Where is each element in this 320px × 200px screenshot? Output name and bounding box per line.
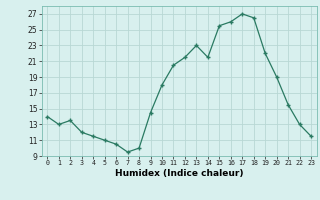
X-axis label: Humidex (Indice chaleur): Humidex (Indice chaleur) [115, 169, 244, 178]
